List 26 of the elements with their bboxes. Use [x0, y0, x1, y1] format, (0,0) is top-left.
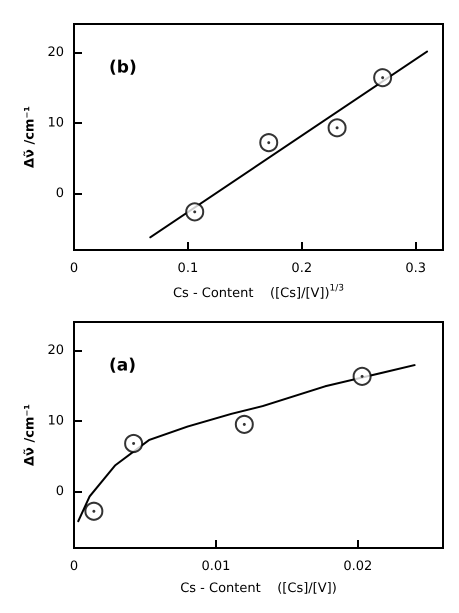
x-tick-label: 0.01 — [201, 559, 230, 574]
point — [352, 366, 372, 386]
y-tick-label: 10 — [47, 115, 64, 130]
text: (b) — [109, 58, 137, 78]
x-tick-label: 0.2 — [291, 261, 312, 276]
y-tick-label: 20 — [47, 342, 64, 358]
y-tick-label: 0 — [56, 186, 64, 201]
point — [124, 434, 144, 453]
point — [234, 414, 254, 434]
point — [373, 68, 392, 88]
point — [84, 502, 104, 521]
x-tick-label: 0.02 — [343, 559, 372, 574]
y-tick-label: 0 — [56, 484, 64, 499]
y-axis-title: Δν̃ /cm⁻¹ — [22, 106, 38, 168]
x-tick-label: 0 — [70, 559, 78, 574]
x-tick-label: 0.3 — [405, 261, 426, 276]
point — [259, 133, 278, 152]
y-tick-label: 20 — [47, 44, 64, 60]
x-tick-label: 0 — [70, 261, 78, 276]
point — [328, 118, 347, 138]
text: (a) — [109, 356, 136, 376]
y-axis-title: Δν̃ /cm⁻¹ — [22, 404, 38, 466]
x-tick-label: 0.1 — [178, 261, 198, 276]
y-tick-label: 10 — [47, 413, 64, 428]
x-axis-title: Cs - Content ([Cs]/[V]) — [180, 581, 337, 596]
point — [185, 202, 204, 222]
